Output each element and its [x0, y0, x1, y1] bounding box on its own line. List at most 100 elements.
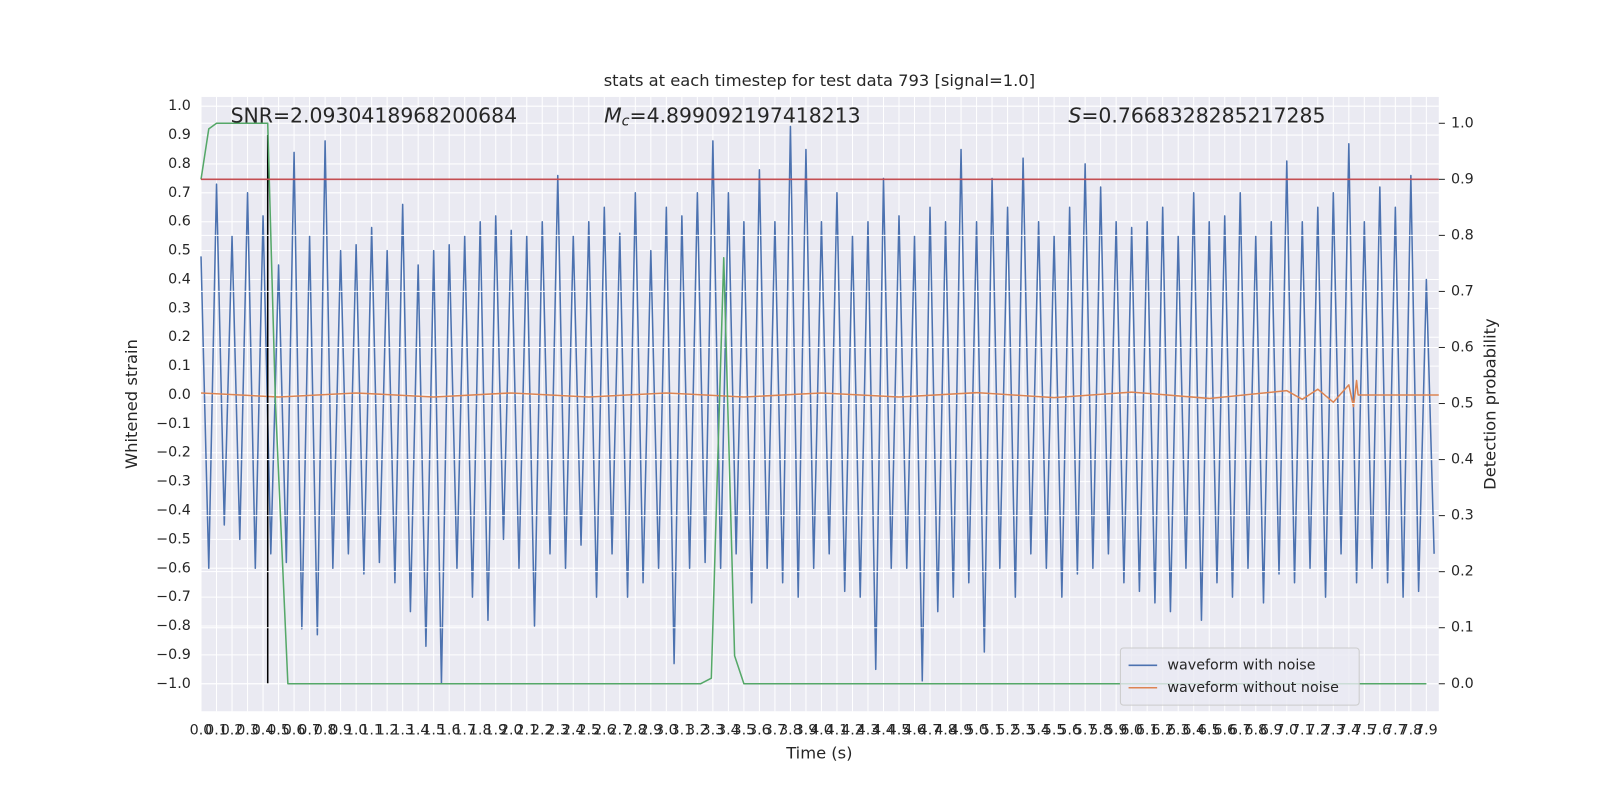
x-tick-label: 2.0: [500, 723, 523, 739]
x-tick-label: 7.6: [1368, 723, 1391, 739]
plot-layer: 0.00.10.20.30.40.50.60.70.80.91.01.11.21…: [156, 96, 1474, 739]
x-tick-label: 6.4: [1182, 723, 1205, 739]
x-tick-label: 2.6: [593, 723, 616, 739]
x-tick-label: 2.1: [515, 723, 538, 739]
x-tick-label: 0.4: [252, 723, 275, 739]
y-tick-label: 0.6: [168, 214, 191, 230]
annotation-subscript: c: [622, 113, 630, 129]
y-tick-label: 0.0: [168, 387, 191, 403]
y2-tick-label: 0.2: [1451, 564, 1474, 580]
x-tick-label: 4.3: [857, 723, 880, 739]
x-tick-label: 0.7: [298, 723, 321, 739]
x-tick-label: 5.9: [1105, 723, 1128, 739]
x-tick-label: 1.9: [484, 723, 507, 739]
annotation: Mc=4.899092197418213: [604, 103, 861, 129]
legend: waveform with noise waveform without nois…: [1119, 647, 1360, 706]
x-tick-label: 0.3: [236, 723, 259, 739]
x-tick-label: 2.3: [546, 723, 569, 739]
y-tick-label: 0.1: [168, 358, 191, 374]
x-tick-label: 7.0: [1275, 723, 1298, 739]
y-tick-label: −0.2: [156, 445, 191, 461]
y2-tick-label: 0.3: [1451, 508, 1474, 524]
x-tick-label: 6.6: [1213, 723, 1236, 739]
x-tick-label: 0.0: [190, 723, 213, 739]
x-tick-label: 0.5: [267, 723, 290, 739]
x-tick-label: 3.6: [748, 723, 771, 739]
x-tick-label: 0.1: [205, 723, 228, 739]
x-tick-label: 4.8: [934, 723, 957, 739]
annotation: S=0.7668328285217285: [1068, 103, 1325, 127]
x-tick-label: 0.6: [283, 723, 306, 739]
x-tick-label: 4.1: [826, 723, 849, 739]
x-tick-label: 4.6: [903, 723, 926, 739]
x-tick-label: 3.0: [655, 723, 678, 739]
y-tick-label: −0.3: [156, 474, 191, 490]
series-line: [200, 122, 1427, 685]
x-tick-label: 0.9: [329, 723, 352, 739]
x-tick-label: 1.4: [407, 723, 430, 739]
x-tick-label: 6.7: [1229, 723, 1252, 739]
annotation-value: =4.899092197418213: [630, 103, 861, 127]
x-tick-label: 6.9: [1260, 723, 1283, 739]
chart-title: stats at each timestep for test data 793…: [604, 71, 1035, 90]
series-line: [200, 379, 1439, 408]
x-tick-label: 5.8: [1089, 723, 1112, 739]
x-tick-label: 3.5: [733, 723, 756, 739]
x-tick-label: 5.1: [981, 723, 1004, 739]
series-line: [200, 125, 1435, 685]
y2-tick-label: 0.5: [1451, 396, 1474, 412]
x-tick-label: 5.7: [1074, 723, 1097, 739]
y-axis-label: Whitened strain: [122, 339, 141, 469]
y-tick-label: 0.2: [168, 329, 191, 345]
annotation-symbol: S: [1068, 103, 1081, 127]
x-tick-label: 0.2: [221, 723, 244, 739]
x-tick-label: 3.4: [717, 723, 740, 739]
annotation: SNR=2.0930418968200684: [231, 103, 517, 127]
x-tick-label: 1.0: [345, 723, 368, 739]
x-tick-label: 7.1: [1291, 723, 1314, 739]
x-tick-label: 4.2: [841, 723, 864, 739]
y2-tick-label: 0.9: [1451, 171, 1474, 187]
x-tick-label: 1.5: [422, 723, 445, 739]
y-tick-label: 0.7: [168, 185, 191, 201]
x-tick-label: 3.3: [702, 723, 725, 739]
y2-tick-label: 0.1: [1451, 620, 1474, 636]
x-tick-label: 7.9: [1415, 723, 1438, 739]
x-tick-label: 4.0: [810, 723, 833, 739]
x-tick-label: 2.4: [562, 723, 585, 739]
y2-tick-label: 0.4: [1451, 452, 1474, 468]
annotation-value: =0.7668328285217285: [1081, 103, 1325, 127]
x-tick-label: 4.5: [888, 723, 911, 739]
x-tick-label: 1.7: [453, 723, 476, 739]
y2-axis-label: Detection probability: [1480, 318, 1499, 490]
y2-tick-label: 0.7: [1451, 283, 1474, 299]
y-tick-label: −0.7: [156, 589, 191, 605]
x-tick-label: 2.8: [624, 723, 647, 739]
legend-frame: [1119, 647, 1360, 706]
y-tick-label: 1.0: [168, 98, 191, 114]
x-tick-label: 3.7: [764, 723, 787, 739]
x-tick-label: 1.8: [469, 723, 492, 739]
x-tick-label: 6.1: [1136, 723, 1159, 739]
x-tick-label: 1.3: [391, 723, 414, 739]
x-tick-label: 6.8: [1244, 723, 1267, 739]
x-tick-label: 2.9: [639, 723, 662, 739]
y-tick-label: 0.8: [168, 156, 191, 172]
x-tick-label: 3.2: [686, 723, 709, 739]
y-tick-label: −0.8: [156, 618, 191, 634]
x-tick-label: 4.7: [919, 723, 942, 739]
x-tick-label: 6.0: [1120, 723, 1143, 739]
x-tick-label: 6.2: [1151, 723, 1174, 739]
x-tick-label: 3.8: [779, 723, 802, 739]
x-tick-label: 4.4: [872, 723, 895, 739]
annotation-symbol: M: [604, 103, 622, 127]
y-tick-label: −1.0: [156, 676, 191, 692]
x-tick-label: 3.9: [795, 723, 818, 739]
y-tick-label: −0.5: [156, 531, 191, 547]
x-tick-label: 7.5: [1353, 723, 1376, 739]
x-tick-label: 1.1: [360, 723, 383, 739]
x-tick-label: 1.6: [438, 723, 461, 739]
y2-tick-label: 0.6: [1451, 339, 1474, 355]
x-tick-label: 5.3: [1012, 723, 1035, 739]
